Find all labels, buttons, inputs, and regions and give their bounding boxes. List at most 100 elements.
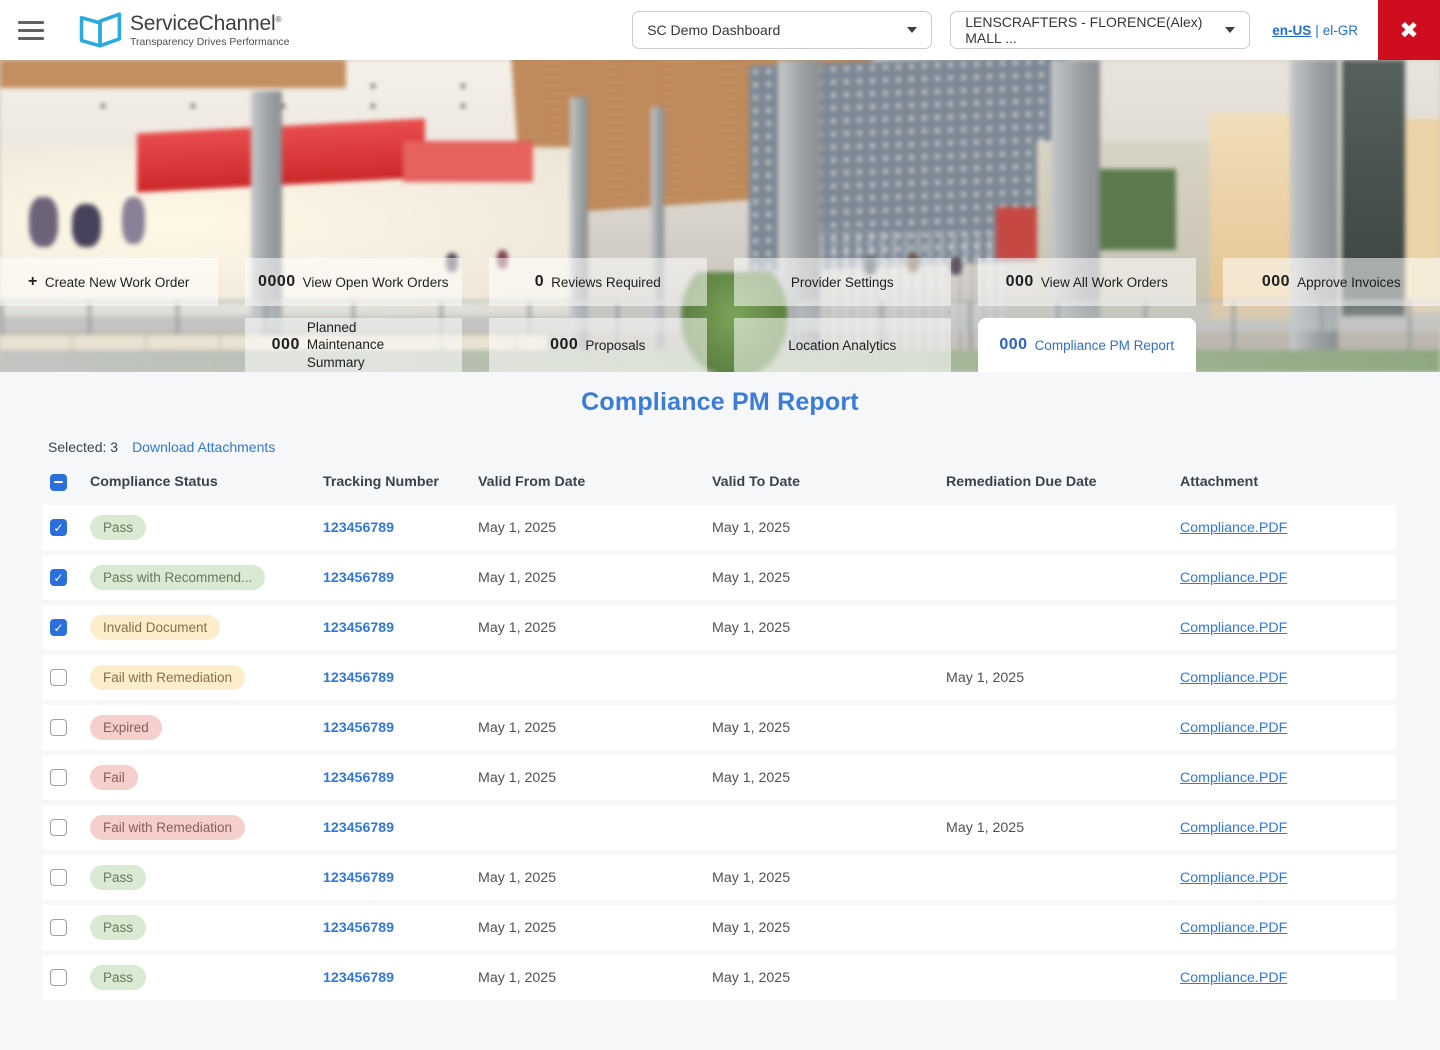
valid-from-cell: May 1, 2025 (478, 569, 557, 586)
status-badge: Expired (90, 715, 162, 740)
column-header-remediation-due-date: Remediation Due Date (946, 474, 1097, 490)
row-checkbox[interactable] (50, 569, 67, 586)
table-row: Pass 123456789 May 1, 2025 May 1, 2025 C… (42, 905, 1396, 950)
tracking-number-link[interactable]: 123456789 (323, 969, 395, 986)
table-header-row: Compliance Status Tracking Number Valid … (42, 465, 1396, 499)
row-checkbox[interactable] (50, 519, 67, 536)
status-badge: Fail (90, 765, 138, 790)
attachment-link[interactable]: Compliance.PDF (1180, 569, 1288, 586)
table-row: Invalid Document 123456789 May 1, 2025 M… (42, 605, 1396, 650)
hero-action-planned-maintenance-summary[interactable]: 000 Planned Maintenance Summary (244, 318, 462, 372)
valid-from-cell: May 1, 2025 (478, 619, 557, 636)
location-dropdown[interactable]: LENSCRAFTERS - FLORENCE(Alex) MALL ... (950, 11, 1251, 49)
attachment-link[interactable]: Compliance.PDF (1180, 769, 1288, 786)
close-icon: ✖ (1399, 16, 1419, 43)
attachment-link[interactable]: Compliance.PDF (1180, 869, 1288, 886)
hero-action-proposals[interactable]: 000 Proposals (489, 318, 707, 372)
valid-from-cell: May 1, 2025 (478, 969, 557, 986)
plus-icon: + (28, 273, 38, 290)
brand-name: ServiceChannel® (130, 11, 282, 35)
top-nav: ServiceChannel® Transparency Drives Perf… (0, 0, 1440, 60)
row-checkbox[interactable] (50, 619, 67, 636)
count-badge: 000 (550, 336, 579, 353)
column-header-tracking-number: Tracking Number (323, 474, 439, 490)
attachment-link[interactable]: Compliance.PDF (1180, 919, 1288, 936)
hero-action-create-work-order[interactable]: + Create New Work Order (0, 258, 218, 306)
chevron-down-icon (1225, 27, 1236, 33)
column-header-attachment: Attachment (1180, 474, 1259, 490)
remediation-due-cell: May 1, 2025 (946, 819, 1025, 836)
page-title: Compliance PM Report (581, 388, 859, 416)
valid-from-cell: May 1, 2025 (478, 869, 557, 886)
select-all-checkbox[interactable] (50, 473, 67, 491)
attachment-link[interactable]: Compliance.PDF (1180, 719, 1288, 736)
valid-to-cell: May 1, 2025 (712, 969, 791, 986)
tracking-number-link[interactable]: 123456789 (323, 919, 395, 936)
hero-action-reviews-required[interactable]: 0 Reviews Required (489, 258, 707, 306)
hero-action-approve-invoices[interactable]: 000 Approve Invoices (1222, 258, 1440, 306)
count-badge: 000 (1005, 273, 1034, 290)
attachment-link[interactable]: Compliance.PDF (1180, 669, 1288, 686)
tracking-number-link[interactable]: 123456789 (323, 819, 395, 836)
table-body: Pass 123456789 May 1, 2025 May 1, 2025 C… (42, 505, 1396, 1000)
row-checkbox[interactable] (50, 919, 67, 936)
tracking-number-link[interactable]: 123456789 (323, 719, 395, 736)
status-badge: Fail with Remediation (90, 815, 246, 840)
hero-action-provider-settings[interactable]: Provider Settings (733, 258, 951, 306)
valid-to-cell: May 1, 2025 (712, 519, 791, 536)
hero-banner: + Create New Work Order 0000 View Open W… (0, 60, 1440, 372)
tracking-number-link[interactable]: 123456789 (323, 669, 395, 686)
table-row: Pass 123456789 May 1, 2025 May 1, 2025 C… (42, 505, 1396, 550)
status-badge: Fail with Remediation (90, 665, 246, 690)
valid-to-cell: May 1, 2025 (712, 619, 791, 636)
column-header-valid-to-date: Valid To Date (712, 474, 801, 490)
lang-el-gr-link[interactable]: el-GR (1322, 22, 1358, 38)
status-badge: Invalid Document (90, 615, 221, 640)
table-row: Pass 123456789 May 1, 2025 May 1, 2025 C… (42, 955, 1396, 1000)
tracking-number-link[interactable]: 123456789 (323, 569, 395, 586)
tracking-number-link[interactable]: 123456789 (323, 869, 395, 886)
valid-to-cell: May 1, 2025 (712, 919, 791, 936)
close-button[interactable]: ✖ (1378, 0, 1440, 60)
hero-action-compliance-pm-report[interactable]: 000 Compliance PM Report (978, 318, 1196, 372)
attachment-link[interactable]: Compliance.PDF (1180, 819, 1288, 836)
tracking-number-link[interactable]: 123456789 (323, 519, 395, 536)
status-badge: Pass with Recommend... (90, 565, 266, 590)
row-checkbox[interactable] (50, 969, 67, 986)
row-checkbox[interactable] (50, 769, 67, 786)
brand-tagline: Transparency Drives Performance (130, 35, 290, 48)
main-content: Compliance PM Report Selected: 3 Downloa… (0, 372, 1440, 1050)
status-badge: Pass (90, 865, 147, 890)
valid-from-cell: May 1, 2025 (478, 769, 557, 786)
row-checkbox[interactable] (50, 669, 67, 686)
dashboard-dropdown[interactable]: SC Demo Dashboard (632, 11, 933, 49)
valid-to-cell: May 1, 2025 (712, 869, 791, 886)
table-row: Pass 123456789 May 1, 2025 May 1, 2025 C… (42, 855, 1396, 900)
row-checkbox[interactable] (50, 819, 67, 836)
tracking-number-link[interactable]: 123456789 (323, 619, 395, 636)
hero-action-view-open-work-orders[interactable]: 0000 View Open Work Orders (244, 258, 462, 306)
row-checkbox[interactable] (50, 869, 67, 886)
attachment-link[interactable]: Compliance.PDF (1180, 969, 1288, 986)
valid-from-cell: May 1, 2025 (478, 519, 557, 536)
download-attachments-link[interactable]: Download Attachments (132, 439, 276, 455)
hamburger-menu-icon[interactable] (18, 20, 44, 40)
hero-action-view-all-work-orders[interactable]: 000 View All Work Orders (978, 258, 1196, 306)
table-row: Fail with Remediation 123456789 May 1, 2… (42, 805, 1396, 850)
count-badge: 0 (534, 273, 545, 290)
hero-action-location-analytics[interactable]: Location Analytics (733, 318, 951, 372)
attachment-link[interactable]: Compliance.PDF (1180, 619, 1288, 636)
remediation-due-cell: May 1, 2025 (946, 669, 1025, 686)
location-dropdown-value: LENSCRAFTERS - FLORENCE(Alex) MALL ... (965, 14, 1203, 46)
status-badge: Pass (90, 515, 147, 540)
attachment-link[interactable]: Compliance.PDF (1180, 519, 1288, 536)
lang-en-us-link[interactable]: en-US (1272, 22, 1312, 38)
dashboard-dropdown-value: SC Demo Dashboard (647, 22, 781, 38)
count-badge: 000 (999, 336, 1028, 353)
column-header-valid-from-date: Valid From Date (478, 474, 586, 490)
servicechannel-logo: ServiceChannel® Transparency Drives Perf… (78, 11, 290, 49)
row-checkbox[interactable] (50, 719, 67, 736)
compliance-table: Compliance Status Tracking Number Valid … (42, 465, 1396, 1000)
column-header-compliance-status: Compliance Status (90, 474, 218, 490)
tracking-number-link[interactable]: 123456789 (323, 769, 395, 786)
